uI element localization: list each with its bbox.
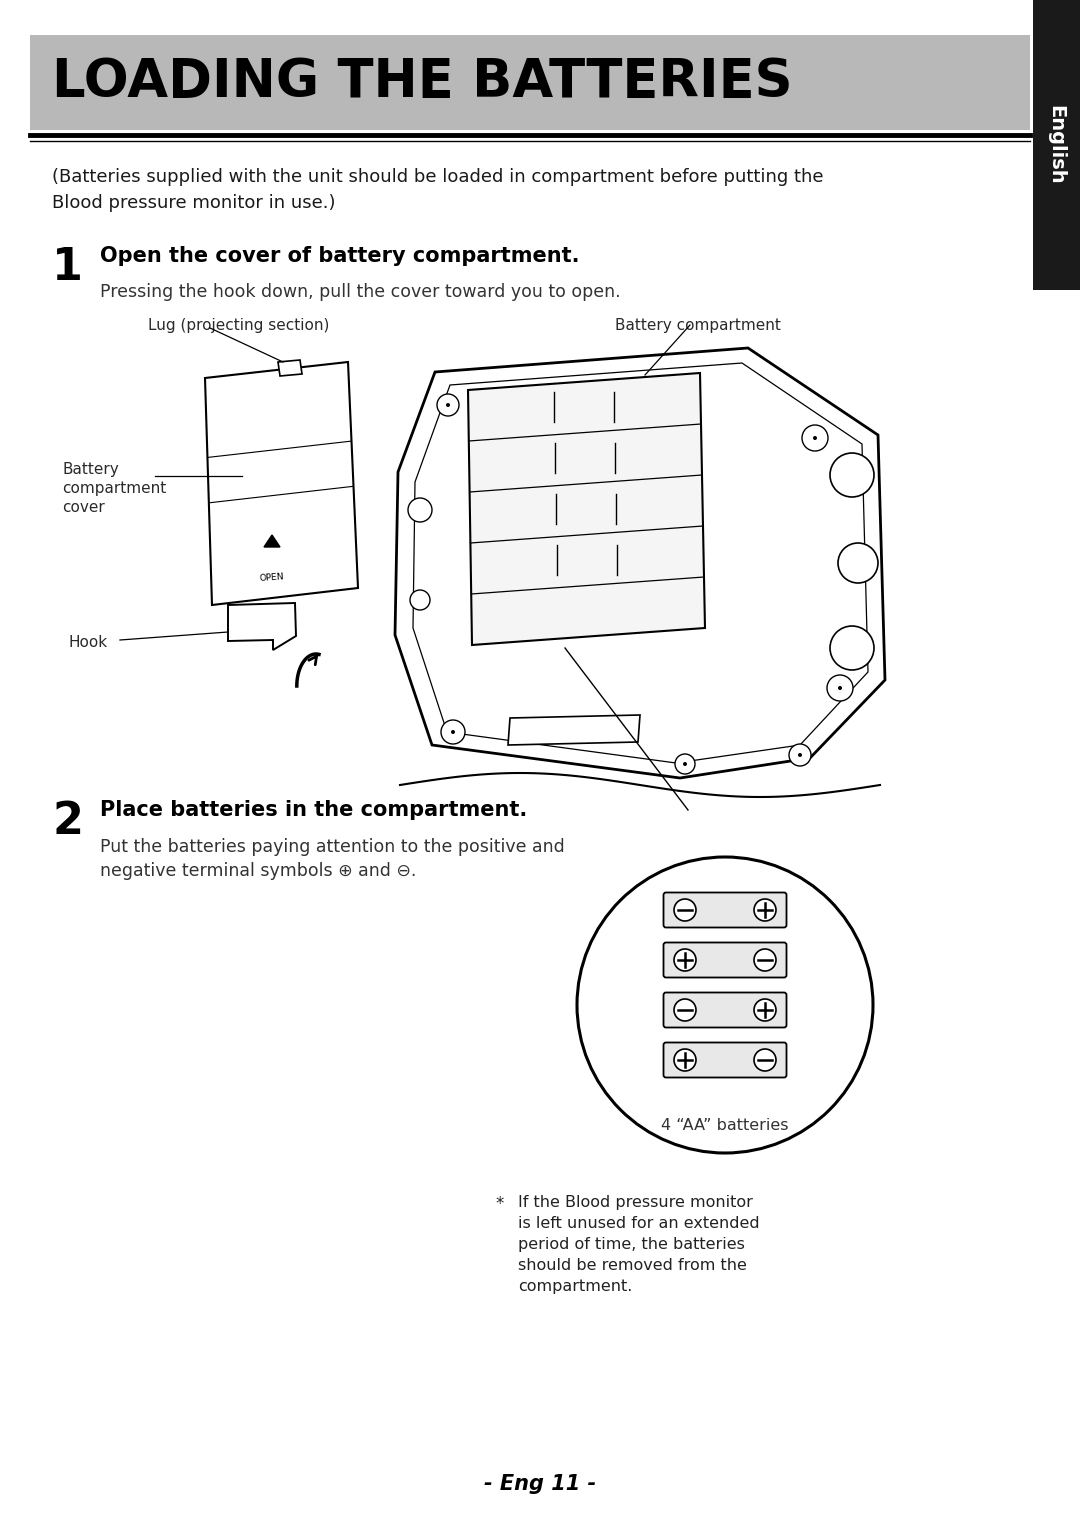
- Circle shape: [451, 731, 455, 734]
- Circle shape: [754, 1049, 777, 1071]
- Circle shape: [798, 753, 802, 756]
- Text: 4 “AA” batteries: 4 “AA” batteries: [661, 1119, 788, 1132]
- Polygon shape: [468, 373, 705, 645]
- Bar: [30, 35, 1030, 129]
- Circle shape: [683, 763, 687, 766]
- Circle shape: [838, 686, 842, 689]
- Polygon shape: [264, 536, 280, 546]
- Text: negative terminal symbols ⊕ and ⊖.: negative terminal symbols ⊕ and ⊖.: [100, 861, 417, 880]
- Text: Lug (projecting section): Lug (projecting section): [148, 318, 329, 333]
- Circle shape: [577, 857, 873, 1154]
- Text: cover: cover: [62, 501, 105, 514]
- Text: Place batteries in the compartment.: Place batteries in the compartment.: [100, 801, 527, 820]
- Polygon shape: [395, 349, 885, 778]
- Text: Open the cover of battery compartment.: Open the cover of battery compartment.: [100, 247, 580, 266]
- Circle shape: [754, 950, 777, 971]
- Circle shape: [446, 403, 450, 406]
- Text: 1: 1: [52, 247, 83, 289]
- Text: compartment: compartment: [62, 481, 166, 496]
- Circle shape: [410, 591, 430, 610]
- Circle shape: [789, 744, 811, 766]
- Polygon shape: [205, 362, 357, 606]
- Text: Hook: Hook: [68, 635, 107, 650]
- Text: (Batteries supplied with the unit should be loaded in compartment before putting: (Batteries supplied with the unit should…: [52, 167, 824, 186]
- Polygon shape: [508, 715, 640, 744]
- Circle shape: [802, 425, 828, 451]
- Circle shape: [827, 674, 853, 702]
- Circle shape: [831, 454, 874, 498]
- Text: Battery compartment: Battery compartment: [615, 318, 781, 333]
- Text: OPEN: OPEN: [259, 572, 285, 583]
- FancyBboxPatch shape: [663, 942, 786, 977]
- Text: If the Blood pressure monitor: If the Blood pressure monitor: [518, 1195, 753, 1210]
- Circle shape: [674, 950, 696, 971]
- Text: English: English: [1047, 105, 1066, 184]
- Circle shape: [754, 998, 777, 1021]
- Text: *: *: [495, 1195, 503, 1213]
- Text: Pressing the hook down, pull the cover toward you to open.: Pressing the hook down, pull the cover t…: [100, 283, 621, 301]
- Text: Blood pressure monitor in use.): Blood pressure monitor in use.): [52, 193, 336, 212]
- Circle shape: [813, 435, 816, 440]
- Text: is left unused for an extended: is left unused for an extended: [518, 1216, 759, 1231]
- Bar: [1032, 0, 1080, 291]
- Circle shape: [754, 900, 777, 921]
- Circle shape: [441, 720, 465, 744]
- Circle shape: [838, 543, 878, 583]
- Circle shape: [674, 900, 696, 921]
- Text: LOADING THE BATTERIES: LOADING THE BATTERIES: [52, 56, 793, 108]
- Circle shape: [674, 998, 696, 1021]
- Text: period of time, the batteries: period of time, the batteries: [518, 1237, 745, 1253]
- Text: Put the batteries paying attention to the positive and: Put the batteries paying attention to th…: [100, 839, 565, 855]
- Text: - Eng 11 -: - Eng 11 -: [484, 1473, 596, 1495]
- FancyBboxPatch shape: [663, 892, 786, 927]
- Circle shape: [675, 753, 696, 775]
- Text: Battery: Battery: [62, 463, 119, 476]
- FancyBboxPatch shape: [663, 1043, 786, 1078]
- Circle shape: [674, 1049, 696, 1071]
- Polygon shape: [228, 603, 296, 650]
- Polygon shape: [278, 361, 302, 376]
- Text: should be removed from the: should be removed from the: [518, 1259, 747, 1272]
- Circle shape: [408, 498, 432, 522]
- Text: 2: 2: [52, 801, 83, 843]
- Circle shape: [831, 626, 874, 670]
- FancyBboxPatch shape: [663, 992, 786, 1027]
- Circle shape: [437, 394, 459, 416]
- Text: compartment.: compartment.: [518, 1278, 633, 1294]
